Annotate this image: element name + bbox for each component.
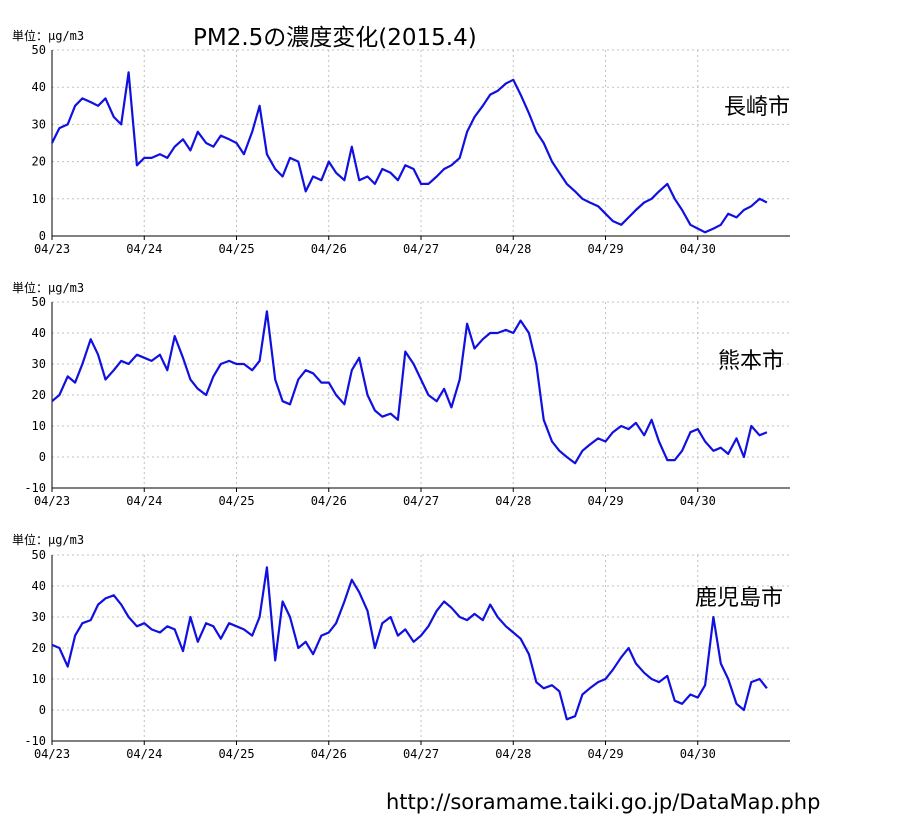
x-tick-label: 04/23 (34, 747, 70, 761)
x-tick-label: 04/30 (680, 747, 716, 761)
x-tick-label: 04/27 (403, 494, 439, 508)
chart-title: PM2.5の濃度変化(2015.4) (193, 25, 477, 51)
series-line (51, 71, 768, 234)
y-tick-label: 30 (32, 610, 46, 624)
x-tick-label: 04/28 (495, 242, 531, 256)
unit-label: 単位：μg/m3 (12, 28, 84, 43)
y-tick-label: -10 (24, 734, 46, 748)
x-tick-label: 04/23 (34, 242, 70, 256)
x-tick-label: 04/28 (495, 494, 531, 508)
x-tick-label: 04/23 (34, 494, 70, 508)
series-line (51, 310, 768, 465)
x-tick-label: 04/29 (587, 747, 623, 761)
x-tick-label: 04/26 (311, 494, 347, 508)
y-tick-label: 10 (32, 419, 46, 433)
x-tick-label: 04/25 (218, 747, 254, 761)
y-tick-label: 0 (39, 703, 46, 717)
y-tick-label: 30 (32, 117, 46, 131)
x-tick-label: 04/26 (311, 242, 347, 256)
y-tick-label: -10 (24, 481, 46, 495)
city-label: 長崎市 (724, 95, 790, 120)
y-tick-label: 50 (32, 43, 46, 57)
x-tick-label: 04/24 (126, 747, 162, 761)
y-tick-label: 50 (32, 548, 46, 562)
y-tick-label: 10 (32, 672, 46, 686)
x-tick-label: 04/24 (126, 494, 162, 508)
source-url[interactable]: http://soramame.taiki.go.jp/DataMap.php (386, 790, 821, 814)
y-tick-label: 30 (32, 357, 46, 371)
x-tick-label: 04/25 (218, 494, 254, 508)
series-line (51, 566, 768, 721)
y-tick-label: 40 (32, 326, 46, 340)
city-label: 熊本市 (718, 349, 784, 374)
x-tick-label: 04/29 (587, 494, 623, 508)
x-tick-label: 04/27 (403, 747, 439, 761)
y-tick-label: 40 (32, 80, 46, 94)
y-tick-label: 0 (39, 450, 46, 464)
y-tick-label: 20 (32, 155, 46, 169)
y-tick-label: 20 (32, 388, 46, 402)
y-tick-label: 40 (32, 579, 46, 593)
y-tick-label: 20 (32, 641, 46, 655)
y-tick-label: 10 (32, 192, 46, 206)
x-tick-label: 04/24 (126, 242, 162, 256)
x-tick-label: 04/27 (403, 242, 439, 256)
x-tick-label: 04/28 (495, 747, 531, 761)
y-tick-label: 0 (39, 229, 46, 243)
unit-label: 単位：μg/m3 (12, 532, 84, 547)
city-label: 鹿児島市 (695, 586, 783, 611)
x-tick-label: 04/25 (218, 242, 254, 256)
x-tick-label: 04/30 (680, 494, 716, 508)
unit-label: 単位：μg/m3 (12, 280, 84, 295)
x-tick-label: 04/30 (680, 242, 716, 256)
x-tick-label: 04/29 (587, 242, 623, 256)
y-tick-label: 50 (32, 295, 46, 309)
x-tick-label: 04/26 (311, 747, 347, 761)
